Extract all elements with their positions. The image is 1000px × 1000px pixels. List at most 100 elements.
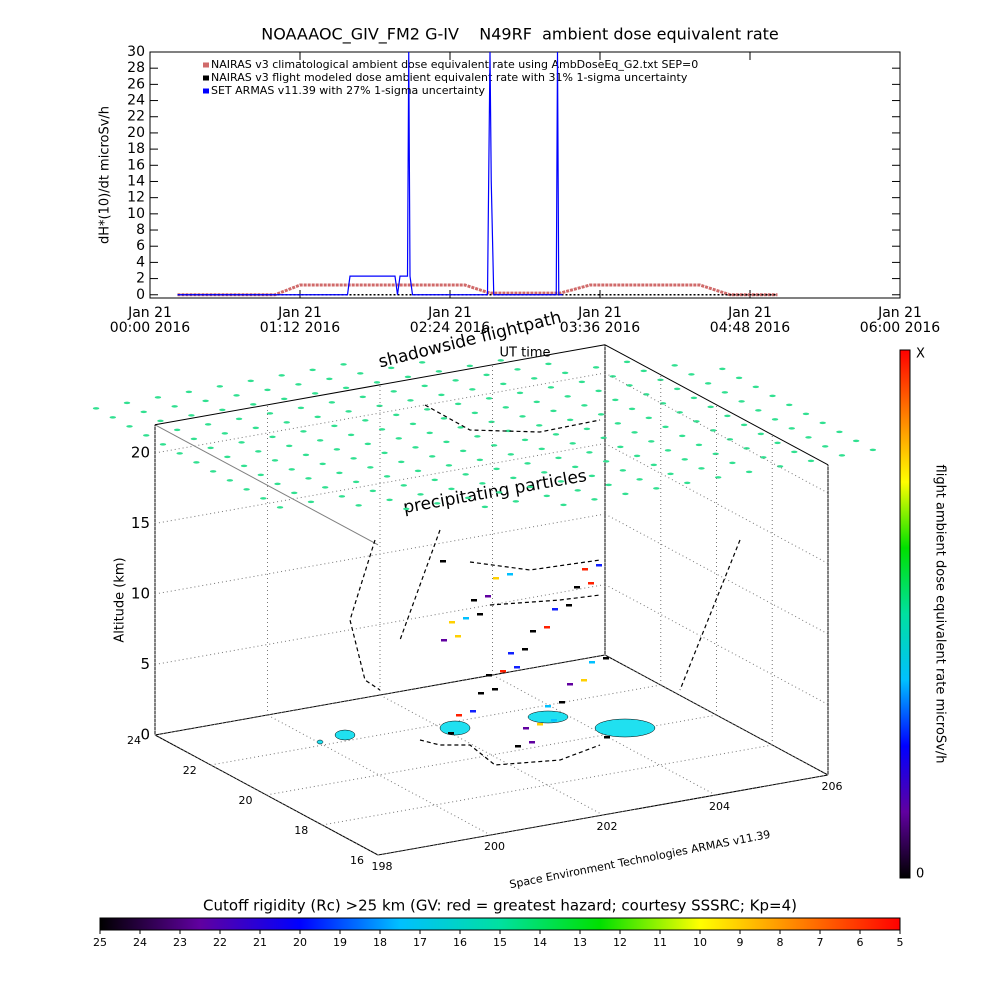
y-tick-label: 16 (127, 157, 145, 173)
rigidity-marker (123, 401, 131, 405)
rigidity-marker (331, 424, 338, 428)
y-tick-label: 30 (127, 44, 145, 60)
rigidity-marker (326, 377, 333, 381)
series-line (177, 51, 563, 296)
rigidity-marker (309, 368, 316, 372)
rigidity-marker (440, 417, 448, 420)
rigidity-marker (628, 407, 636, 411)
rigidity-marker (438, 393, 445, 397)
rigidity-marker (688, 373, 695, 376)
colorbar-tick-label: 20 (293, 936, 307, 949)
rigidity-marker (507, 453, 515, 456)
grid-line (154, 372, 606, 454)
rigidity-marker (561, 371, 569, 375)
rigidity-marker (400, 484, 407, 487)
dose-marker (566, 604, 572, 607)
dose-marker (523, 727, 529, 730)
rigidity-marker (316, 439, 324, 442)
rigidity-marker (735, 376, 743, 380)
surface-patch (316, 739, 324, 745)
rigidity-marker (474, 435, 481, 438)
rigidity-marker (283, 421, 290, 424)
dose-marker (441, 639, 447, 642)
legend-label: SET ARMAS v11.39 with 27% 1-sigma uncert… (211, 84, 485, 97)
rigidity-marker (555, 456, 562, 460)
dose-marker (493, 577, 499, 580)
rigidity-marker (657, 378, 664, 382)
rigidity-marker (591, 498, 598, 501)
z-tick-label: 15 (131, 514, 150, 532)
y-tick-label: 22 (127, 109, 145, 125)
rigidity-marker (791, 450, 798, 454)
y-tick-label: 26 (127, 76, 145, 92)
x-tick-label: Jan 21 (727, 305, 772, 321)
rigidity-marker (519, 415, 526, 418)
rigidity-marker (109, 416, 116, 419)
colorbar-label: 0 (916, 867, 924, 882)
rigidity-marker (459, 449, 467, 453)
rigidity-marker (209, 470, 217, 473)
rigidity-marker (502, 406, 509, 409)
x-tick-label: 06:00 2016 (860, 320, 941, 336)
rigidity-marker (418, 361, 426, 364)
dose-marker (537, 723, 543, 726)
x-tick-label: Jan 21 (577, 305, 622, 321)
rigidity-marker (631, 431, 638, 434)
rigidity-marker (836, 430, 843, 434)
colorbar-tick-label: 19 (333, 936, 347, 949)
rigidity-marker (347, 433, 355, 437)
rigidity-marker (769, 394, 776, 398)
rigidity-marker (281, 397, 288, 401)
rigidity-marker (602, 460, 610, 463)
surface-patch (439, 720, 471, 736)
rigidity-marker (592, 366, 600, 369)
rigidity-marker (266, 412, 274, 415)
rigidity-marker (617, 445, 624, 449)
rigidity-marker (274, 482, 281, 486)
rigidity-marker (300, 430, 307, 433)
rigidity-marker (802, 412, 810, 416)
plot-frame (149, 51, 901, 299)
dose-marker (603, 657, 609, 660)
y-tick-label: 10 (127, 206, 145, 222)
rigidity-marker (157, 419, 164, 423)
rigidity-marker (376, 404, 383, 408)
rigidity-marker (362, 419, 369, 422)
rigidity-marker (204, 423, 212, 426)
rigidity-marker (398, 460, 405, 464)
rigidity-marker (569, 442, 576, 445)
rigidity-marker (709, 429, 717, 432)
rigidity-marker (659, 402, 667, 405)
colorbar-tick-label: 14 (533, 936, 547, 949)
dose-marker (581, 679, 587, 682)
y-tick-label: 24 (127, 734, 141, 747)
rigidity-marker (495, 491, 503, 494)
rigidity-marker (695, 443, 703, 447)
rigidity-marker (340, 363, 347, 366)
rigidity-marker (321, 486, 329, 489)
rigidity-marker (252, 426, 259, 430)
rigidity-marker (434, 502, 441, 505)
rigidity-marker (314, 415, 321, 419)
rigidity-marker (388, 366, 395, 370)
rigidity-marker (367, 466, 374, 469)
rigidity-marker (429, 455, 436, 458)
dose-marker (492, 688, 498, 691)
rigidity-marker (653, 487, 660, 490)
rigidity-marker (745, 470, 753, 474)
x-tick-label: Jan 21 (277, 305, 322, 321)
rigidity-marker (269, 435, 276, 439)
dose-marker (514, 666, 520, 669)
rigidity-marker (664, 449, 672, 452)
y-axis-label: dH*(10)/dt microSv/h (98, 106, 113, 244)
rigidity-marker (822, 445, 829, 448)
rigidity-marker (383, 475, 391, 478)
annotation: Space Environment Technologies ARMAS v11… (508, 828, 771, 891)
rigidity-marker (286, 444, 293, 448)
x-tick-label: 202 (597, 820, 618, 833)
y-tick-label: 24 (127, 93, 145, 109)
rigidity-marker (681, 458, 688, 461)
rigidity-marker (423, 408, 431, 411)
axis-line (154, 344, 606, 426)
colorbar-tick-label: 9 (737, 936, 744, 949)
